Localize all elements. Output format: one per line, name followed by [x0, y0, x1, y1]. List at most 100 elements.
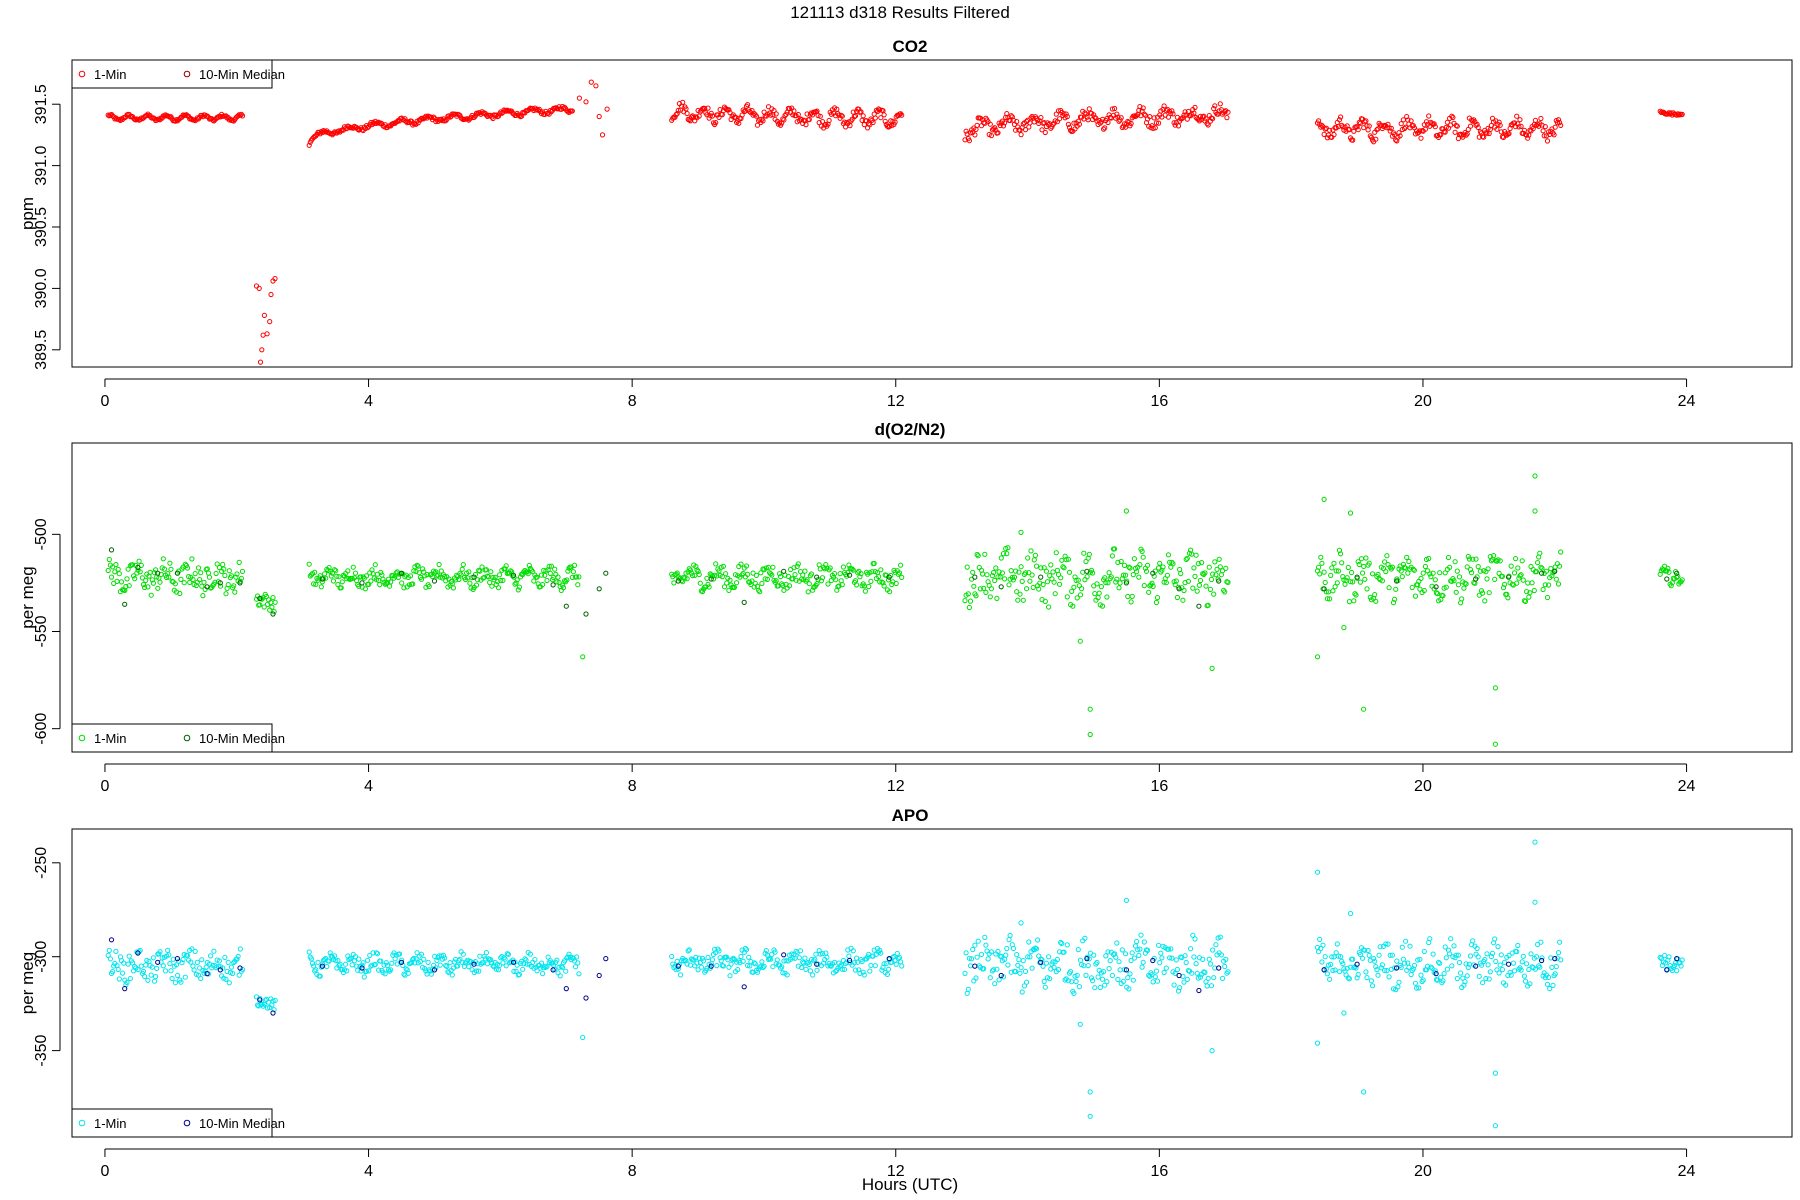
point-1min: [686, 947, 692, 953]
y-tick-label: -500: [33, 518, 50, 550]
point-1min: [731, 584, 738, 591]
point-1min: [1321, 569, 1327, 575]
point-1min: [425, 959, 431, 966]
point-1min: [1451, 943, 1457, 949]
point-1min: [1341, 966, 1347, 972]
point-1min: [1525, 135, 1531, 141]
point-1min: [1372, 958, 1378, 964]
point-1min: [352, 954, 359, 960]
point-1min: [1163, 580, 1169, 586]
point-1min: [344, 968, 350, 974]
point-1min: [1099, 603, 1106, 609]
point-1min: [1361, 706, 1367, 712]
point-1min: [1492, 1123, 1499, 1129]
point-1min: [705, 954, 711, 961]
point-1min: [554, 957, 560, 963]
point-1min: [1042, 598, 1048, 605]
point-1min: [866, 583, 872, 590]
point-10min-median: [1394, 965, 1400, 971]
point-1min: [988, 949, 995, 955]
point-10min-median: [1216, 965, 1222, 971]
point-1min: [442, 955, 448, 961]
point-1min: [880, 580, 886, 586]
point-1min: [150, 580, 156, 586]
point-1min: [806, 961, 812, 968]
point-1min: [803, 122, 809, 128]
point-1min: [807, 968, 814, 974]
point-1min: [1408, 118, 1414, 124]
point-10min-median: [1506, 961, 1512, 967]
point-1min: [881, 583, 887, 589]
point-1min: [988, 133, 995, 139]
point-1min: [1095, 974, 1101, 980]
point-1min: [494, 579, 500, 585]
point-1min: [483, 950, 489, 956]
point-1min: [1157, 960, 1163, 966]
point-1min: [859, 958, 865, 965]
x-tick-label: 16: [1150, 778, 1168, 795]
point-1min: [1009, 574, 1015, 581]
point-1min: [1437, 960, 1443, 966]
point-1min: [1046, 604, 1052, 610]
point-1min: [238, 575, 244, 581]
point-1min: [1026, 124, 1032, 130]
point-1min: [388, 967, 394, 973]
point-1min: [208, 953, 214, 959]
point-1min: [1050, 569, 1056, 575]
point-1min: [236, 559, 242, 566]
point-1min: [1218, 952, 1225, 958]
point-1min: [1193, 552, 1199, 558]
point-1min: [984, 572, 990, 578]
point-1min: [221, 566, 227, 572]
point-1min: [515, 587, 521, 593]
point-1min: [1388, 125, 1394, 131]
point-1min: [178, 576, 184, 583]
point-1min: [1018, 564, 1024, 570]
point-1min: [160, 556, 166, 562]
point-1min: [1499, 967, 1506, 973]
point-1min: [179, 960, 185, 966]
point-1min: [1163, 965, 1169, 971]
point-1min: [1130, 572, 1136, 578]
point-1min: [1365, 947, 1371, 954]
point-1min: [1025, 555, 1031, 561]
point-1min: [269, 604, 275, 610]
point-1min: [1182, 109, 1188, 115]
point-1min: [107, 956, 114, 962]
point-1min: [1657, 954, 1663, 961]
point-1min: [532, 957, 538, 963]
point-1min: [193, 582, 199, 589]
point-1min: [172, 581, 178, 587]
point-1min: [228, 573, 235, 579]
point-1min: [1525, 580, 1531, 586]
point-1min: [1518, 572, 1524, 578]
point-1min: [1517, 117, 1523, 123]
point-1min: [1467, 567, 1474, 573]
point-1min: [1658, 955, 1664, 962]
point-1min: [1554, 120, 1561, 126]
point-1min: [779, 964, 785, 970]
point-10min-median: [1038, 959, 1044, 965]
point-1min: [1128, 120, 1134, 127]
point-1min: [479, 564, 485, 570]
point-1min: [153, 974, 159, 980]
point-1min: [1033, 946, 1040, 952]
point-10min-median: [1473, 963, 1479, 969]
point-1min: [1104, 594, 1110, 600]
point-1min: [684, 576, 690, 582]
point-10min-median: [510, 572, 517, 578]
point-1min: [714, 963, 720, 969]
point-1min: [226, 980, 232, 986]
point-1min: [687, 567, 694, 573]
point-1min: [806, 116, 812, 123]
point-1min: [524, 961, 530, 967]
point-1min: [508, 568, 514, 574]
point-1min: [1361, 563, 1367, 570]
point-1min: [1466, 556, 1473, 562]
point-1min: [962, 598, 968, 604]
point-1min: [574, 574, 580, 580]
point-1min: [1464, 564, 1470, 570]
point-1min: [1531, 587, 1537, 594]
point-1min: [1064, 594, 1070, 600]
point-1min: [1386, 974, 1392, 980]
